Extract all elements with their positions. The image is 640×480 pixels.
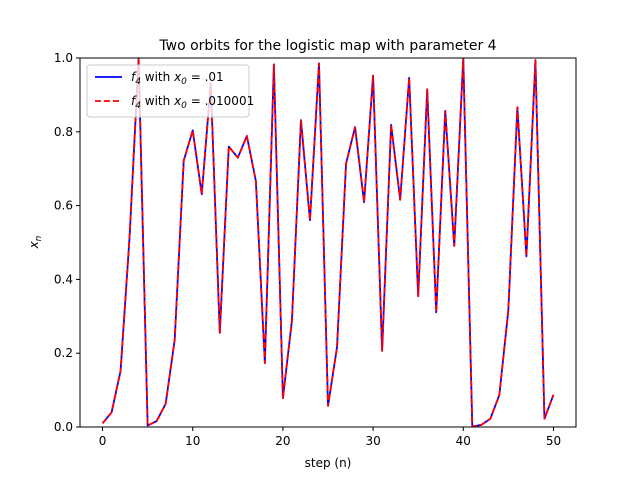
y-tick-label: 1.0 — [54, 51, 73, 65]
x-tick-label: 20 — [275, 434, 290, 448]
chart-title: Two orbits for the logistic map with par… — [158, 38, 496, 54]
x-tick-label: 40 — [456, 434, 471, 448]
plot-area — [101, 58, 555, 427]
y-tick-label: 0.0 — [54, 420, 73, 434]
axis-ticks: 0 10 20 30 40 50 0.0 0.2 0.4 0.6 0.8 1.0 — [54, 51, 561, 448]
x-tick-label: 50 — [546, 434, 561, 448]
y-axis-label-x: x — [27, 240, 41, 249]
y-tick-label: 0.6 — [54, 199, 73, 213]
x-tick-label: 30 — [365, 434, 380, 448]
y-tick-label: 0.4 — [54, 272, 73, 286]
y-tick-label: 0.8 — [54, 125, 73, 139]
legend-box — [86, 64, 250, 118]
x-axis-label: step (n) — [305, 456, 352, 470]
y-axis-label-sub: n — [34, 235, 44, 241]
series-line-2 — [101, 58, 555, 427]
y-axis-label: xn — [27, 235, 44, 249]
x-tick-label: 10 — [185, 434, 200, 448]
y-tick-label: 0.2 — [54, 346, 73, 360]
legend: f4 with x0 = .01 f4 with x0 = .010001 — [86, 64, 254, 118]
legend-label-series-1: f4 with x0 = .01 — [131, 70, 224, 87]
x-tick-label: 0 — [99, 434, 107, 448]
legend-label-series-2: f4 with x0 = .010001 — [131, 94, 254, 111]
plot-frame — [79, 57, 577, 428]
